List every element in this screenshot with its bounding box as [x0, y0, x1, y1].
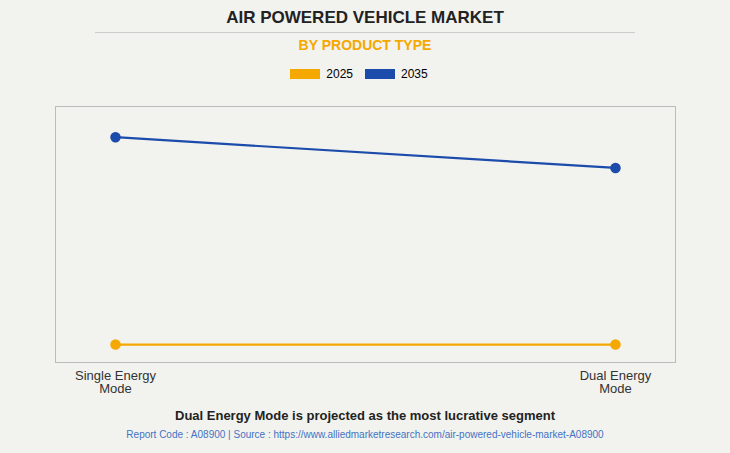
- html-text:2025: 2025: [326, 66, 353, 81]
- svg-text:Dual EnergyMode: Dual EnergyMode: [580, 368, 652, 396]
- svg-text:Single EnergyMode: Single EnergyMode: [75, 368, 156, 396]
- html-text:BY PRODUCT TYPE: BY PRODUCT TYPE: [298, 37, 432, 53]
- html-text:AIR POWERED VEHICLE MARKET: AIR POWERED VEHICLE MARKET: [226, 8, 504, 27]
- html-text:Dual Energy Mode is projected: Dual Energy Mode is projected as the mos…: [175, 408, 555, 423]
- html-text:2035: 2035: [401, 66, 428, 81]
- html-text:Report Code : A08900 | Source: Report Code : A08900 | Source : https://…: [126, 429, 604, 440]
